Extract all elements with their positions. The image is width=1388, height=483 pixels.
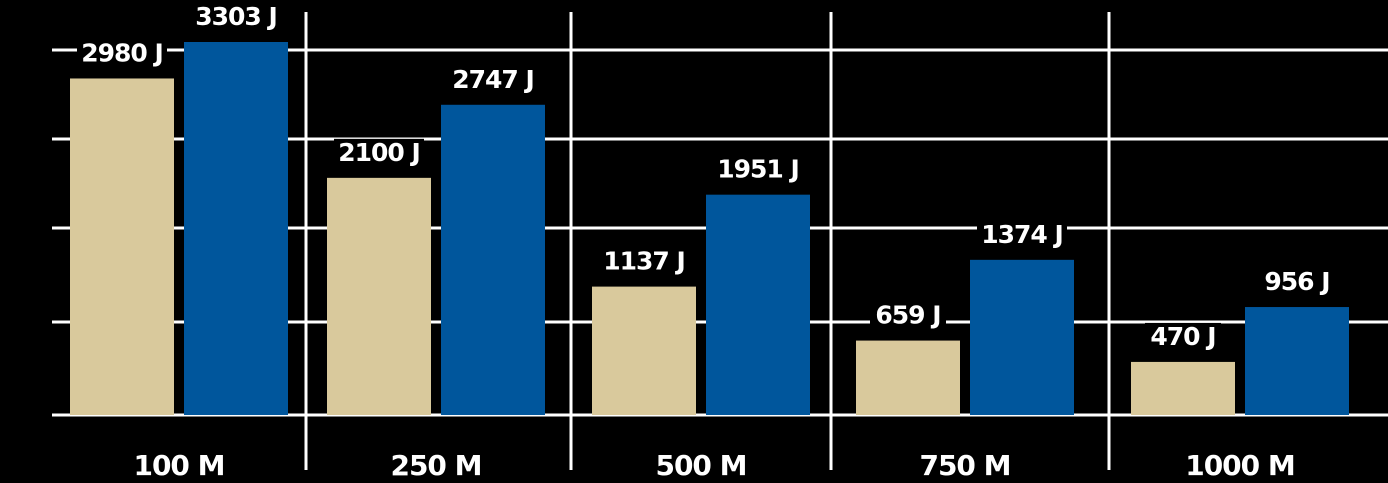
bar-series-1-0 xyxy=(70,78,174,415)
value-labels: 2980 J 3303 J 2100 J 2747 J 1137 J 1951 J 659 … xyxy=(77,2,1335,351)
category-label-0: 100 M xyxy=(133,449,224,482)
category-label-3: 750 M xyxy=(919,449,1010,482)
bars xyxy=(70,42,1349,415)
value-label-plate xyxy=(870,301,946,330)
bar-series-1-3 xyxy=(856,340,960,415)
value-label-plate xyxy=(713,155,803,184)
bar-series-2-1 xyxy=(441,104,545,415)
value-label-series-1-0: 2980 J xyxy=(81,38,163,67)
value-label-series-1-2: 1137 J xyxy=(603,247,685,276)
value-label-series-1-3: 659 J xyxy=(875,301,940,330)
value-label-plate xyxy=(977,220,1067,249)
value-label-plate xyxy=(599,247,689,276)
value-label-plate xyxy=(334,138,424,167)
value-label-plate xyxy=(1145,322,1221,351)
bar-series-2-0 xyxy=(184,42,288,415)
value-label-series-2-0: 3303 J xyxy=(195,2,277,31)
value-label-series-2-4: 956 J xyxy=(1264,267,1329,296)
value-label-plate xyxy=(77,39,167,68)
value-label-series-1-1: 2100 J xyxy=(338,138,420,167)
value-label-plate xyxy=(448,65,538,94)
bar-series-2-4 xyxy=(1245,307,1349,415)
category-labels: 100 M 250 M 500 M 750 M 1000 M xyxy=(133,449,1295,482)
value-label-series-2-3: 1374 J xyxy=(981,220,1063,249)
value-label-plate xyxy=(1259,268,1335,297)
bar-series-2-3 xyxy=(970,259,1074,415)
bar-series-1-1 xyxy=(327,177,431,415)
value-label-plate xyxy=(191,3,281,31)
category-label-4: 1000 M xyxy=(1185,449,1295,482)
category-label-2: 500 M xyxy=(655,449,746,482)
category-label-1: 250 M xyxy=(390,449,481,482)
value-label-series-2-2: 1951 J xyxy=(717,155,799,184)
bar-series-1-2 xyxy=(592,286,696,415)
value-label-series-1-4: 470 J xyxy=(1150,322,1215,351)
bar-series-1-4 xyxy=(1131,361,1235,415)
bar-series-2-2 xyxy=(706,194,810,415)
value-label-series-2-1: 2747 J xyxy=(452,65,534,94)
